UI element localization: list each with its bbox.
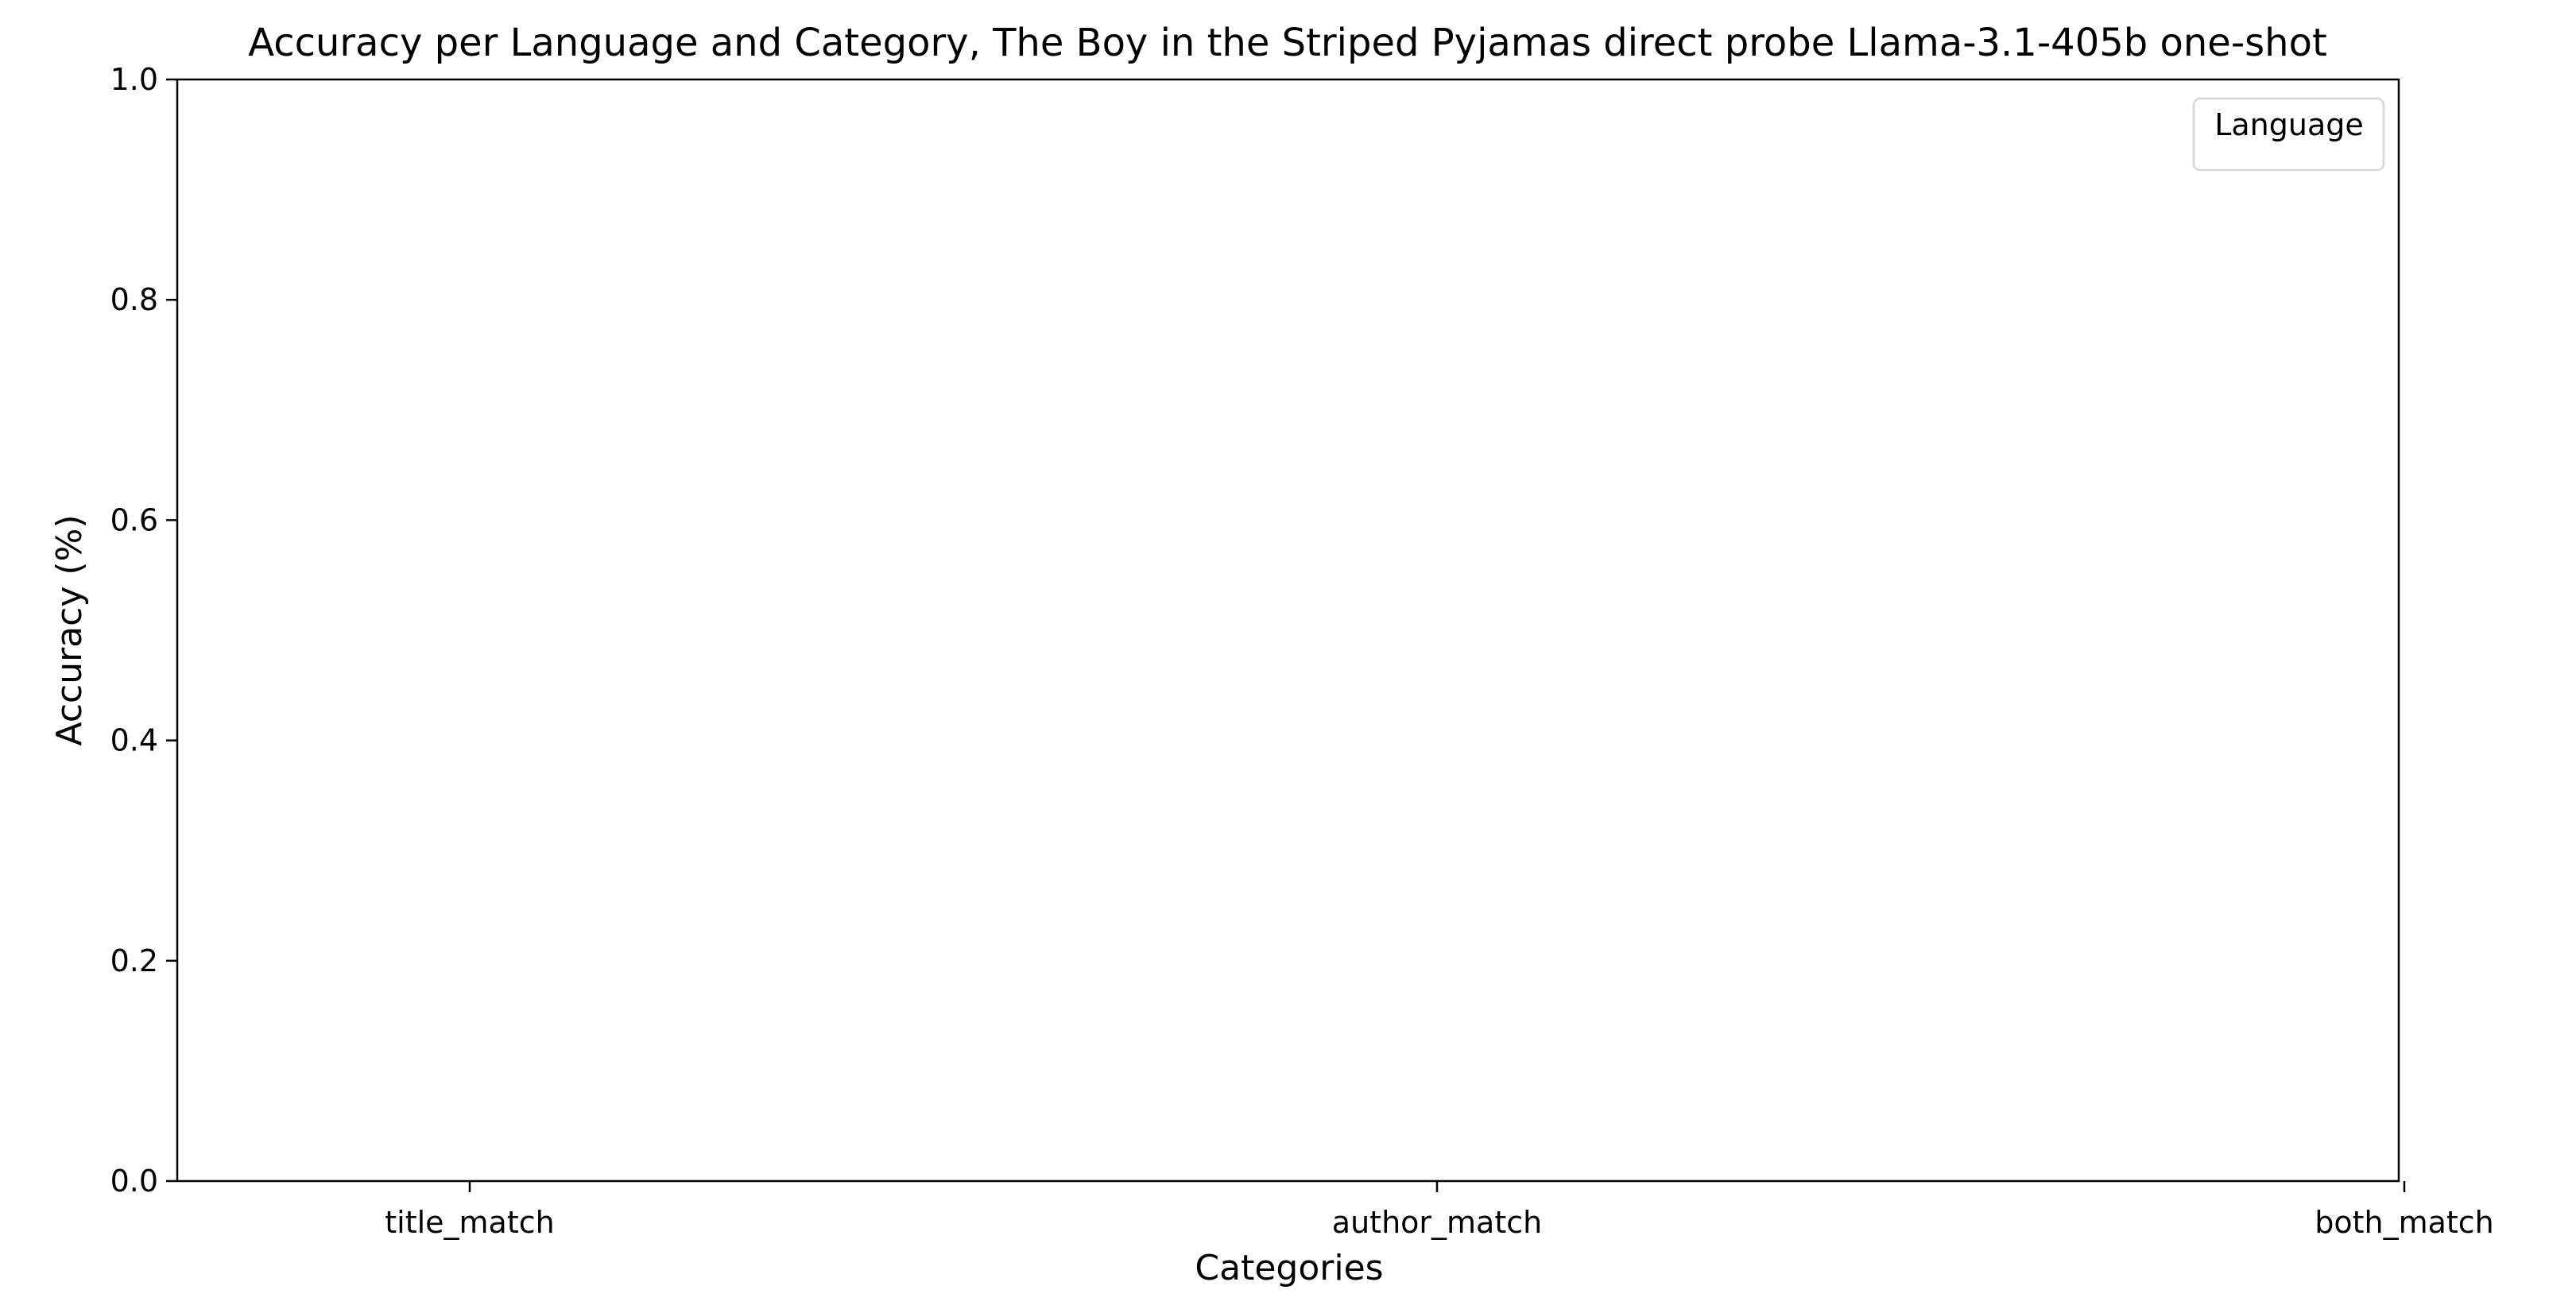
x-tick-label: both_match xyxy=(2315,1205,2494,1240)
x-tick-label: author_match xyxy=(1332,1205,1542,1240)
x-axis-label: Categories xyxy=(1195,1248,1383,1288)
y-tick-label: 0.0 xyxy=(110,1164,158,1199)
y-tick-label: 1.0 xyxy=(110,62,158,97)
legend-title: Language xyxy=(2214,107,2364,142)
y-tick-label: 0.8 xyxy=(110,282,158,317)
x-tick-label: title_match xyxy=(385,1205,554,1240)
x-axis: title_match author_match both_match xyxy=(385,1181,2494,1240)
y-axis-label: Accuracy (%) xyxy=(49,514,90,746)
y-tick-label: 0.6 xyxy=(110,502,158,537)
y-tick-label: 0.4 xyxy=(110,723,158,758)
legend-box xyxy=(2192,97,2385,172)
y-axis: 0.0 0.2 0.4 0.6 0.8 1.0 xyxy=(110,62,177,1199)
y-tick-label: 0.2 xyxy=(110,943,158,978)
legend: Language xyxy=(2192,97,2385,172)
plot-area xyxy=(176,78,2400,1183)
chart-title: Accuracy per Language and Category, The … xyxy=(248,21,2327,65)
